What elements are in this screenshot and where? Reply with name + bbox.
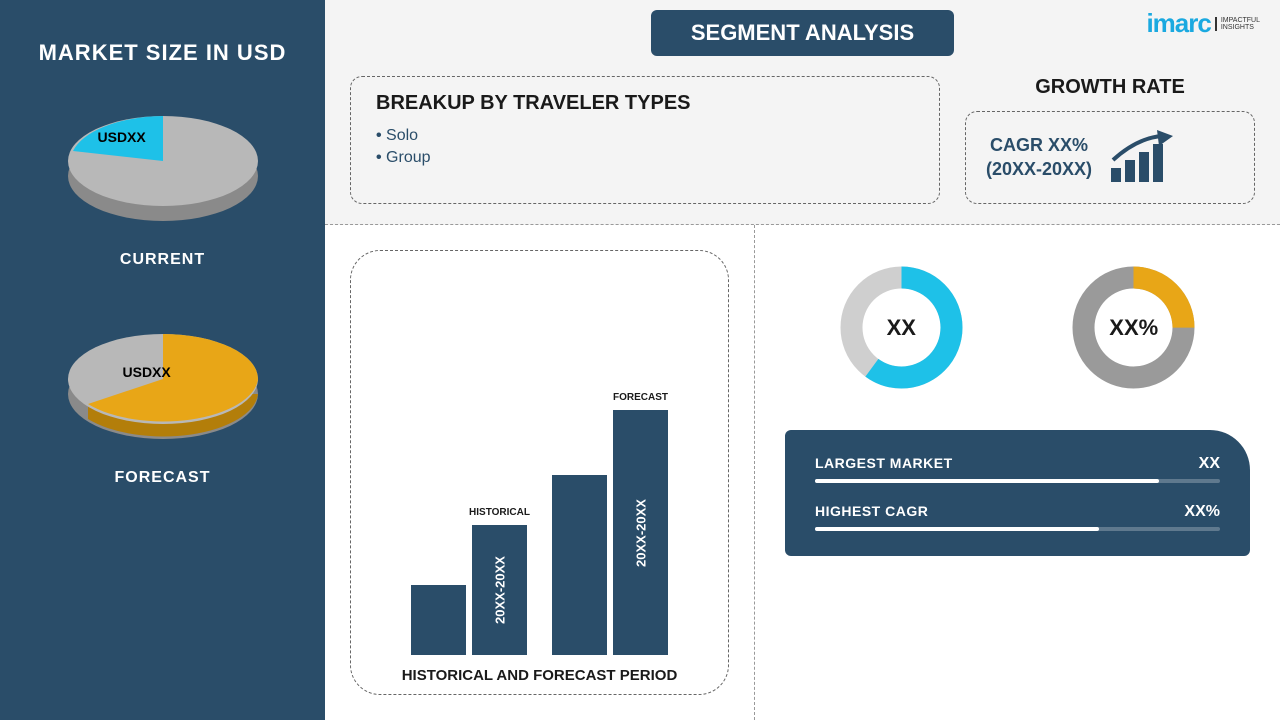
donut-chart: XX% [1066,260,1201,395]
stat-bar [815,527,1220,531]
pie-current-block: USDXX CURRENT [53,101,273,269]
breakup-box: BREAKUP BY TRAVELER TYPES Solo Group [350,76,940,204]
infographic-root: MARKET SIZE IN USD USDXX CURRENT [0,0,1280,720]
bar-group: FORECAST20XX-20XX [552,410,668,655]
bar-period-label: 20XX-20XX [633,499,648,567]
right-panel: imarc IMPACTFUL INSIGHTS SEGMENT ANALYSI… [325,0,1280,720]
bar-tag: FORECAST [613,392,668,403]
top-section: imarc IMPACTFUL INSIGHTS SEGMENT ANALYSI… [325,0,1280,225]
growth-inner: CAGR XX% (20XX-20XX) [965,111,1255,204]
stat-row: LARGEST MARKET XX [815,455,1220,483]
bar [552,475,607,655]
stat-label: LARGEST MARKET [815,455,953,471]
donuts-row: XX XX% [785,260,1250,395]
donut-label: XX [887,315,916,341]
stat-bar [815,479,1220,483]
market-size-title: MARKET SIZE IN USD [39,40,287,66]
stat-bar-fill [815,527,1099,531]
stat-bar-fill [815,479,1159,483]
stat-value: XX% [1184,503,1220,521]
pie-forecast-label: USDXX [123,364,171,380]
growth-arrow-icon [1107,130,1177,185]
breakup-title: BREAKUP BY TRAVELER TYPES [376,92,914,115]
breakup-item: Group [376,149,914,167]
stat-label: HIGHEST CAGR [815,503,928,519]
stat-value: XX [1199,455,1220,473]
pie-forecast: USDXX [53,319,273,449]
stat-row: HIGHEST CAGR XX% [815,503,1220,531]
historical-box: HISTORICAL20XX-20XXFORECAST20XX-20XX HIS… [350,250,729,695]
pie-current-caption: CURRENT [120,251,205,269]
pie-forecast-caption: FORECAST [115,469,211,487]
page-title: SEGMENT ANALYSIS [651,10,954,56]
historical-caption: HISTORICAL AND FORECAST PERIOD [381,667,698,684]
bar-tag: HISTORICAL [469,507,530,518]
bottom-section: HISTORICAL20XX-20XXFORECAST20XX-20XX HIS… [325,225,1280,720]
breakup-list: Solo Group [376,127,914,167]
bar-group: HISTORICAL20XX-20XX [411,525,527,655]
pie-current: USDXX [53,101,273,231]
metrics-panel: XX XX% LARGEST MARKET XX HIGHEST CAGR XX… [755,225,1280,720]
pie-forecast-block: USDXX FORECAST [53,319,273,487]
growth-title: GROWTH RATE [1035,76,1185,99]
donut-chart: XX [834,260,969,395]
historical-panel: HISTORICAL20XX-20XXFORECAST20XX-20XX HIS… [325,225,755,720]
donut-label: XX% [1109,315,1158,341]
breakup-item: Solo [376,127,914,145]
cagr-text: CAGR XX% (20XX-20XX) [986,134,1092,181]
bar-period-label: 20XX-20XX [492,556,507,624]
market-size-panel: MARKET SIZE IN USD USDXX CURRENT [0,0,325,720]
bar: HISTORICAL20XX-20XX [472,525,527,655]
bar-chart: HISTORICAL20XX-20XXFORECAST20XX-20XX [381,271,698,655]
pie-current-label: USDXX [98,129,146,145]
growth-box: GROWTH RATE CAGR XX% (20XX-20XX) [965,76,1255,204]
brand-logo: imarc IMPACTFUL INSIGHTS [1146,8,1260,39]
logo-text: imarc [1146,8,1210,39]
bar [411,585,466,655]
stats-card: LARGEST MARKET XX HIGHEST CAGR XX% [785,430,1250,556]
logo-tagline: IMPACTFUL INSIGHTS [1215,17,1260,31]
bar: FORECAST20XX-20XX [613,410,668,655]
